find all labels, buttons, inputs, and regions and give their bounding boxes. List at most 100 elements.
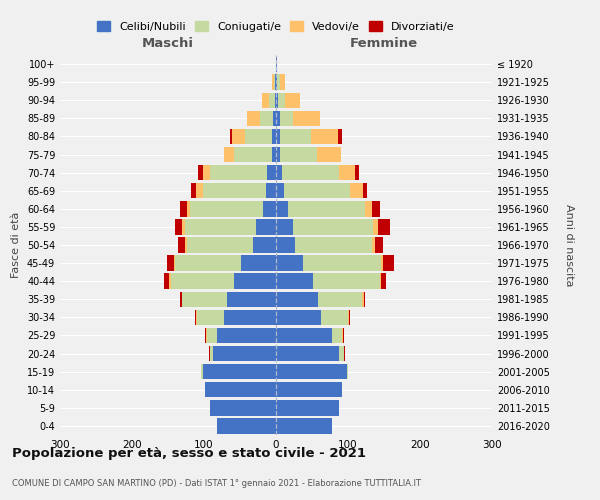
Bar: [180, 292, 182, 307]
Bar: [276, 256, 304, 271]
Bar: [212, 346, 276, 362]
Bar: [276, 328, 332, 343]
Bar: [260, 110, 273, 126]
Bar: [196, 183, 203, 198]
Bar: [275, 74, 276, 90]
Bar: [286, 92, 300, 108]
Bar: [263, 201, 276, 216]
Bar: [266, 183, 276, 198]
Bar: [304, 256, 381, 271]
Bar: [380, 274, 381, 289]
Bar: [343, 328, 344, 343]
Bar: [169, 274, 171, 289]
Bar: [276, 92, 278, 108]
Bar: [185, 238, 187, 252]
Bar: [276, 56, 277, 72]
Bar: [217, 328, 276, 343]
Bar: [171, 274, 234, 289]
Bar: [276, 400, 340, 415]
Bar: [196, 310, 197, 325]
Bar: [376, 238, 383, 252]
Bar: [383, 256, 394, 271]
Bar: [234, 274, 276, 289]
Bar: [210, 400, 276, 415]
Bar: [280, 128, 311, 144]
Bar: [275, 92, 276, 108]
Bar: [175, 219, 182, 234]
Bar: [241, 256, 276, 271]
Bar: [363, 183, 367, 198]
Bar: [191, 183, 196, 198]
Bar: [256, 219, 276, 234]
Bar: [266, 165, 276, 180]
Bar: [207, 328, 217, 343]
Bar: [338, 165, 355, 180]
Bar: [273, 110, 276, 126]
Bar: [174, 256, 175, 271]
Bar: [206, 328, 207, 343]
Bar: [320, 310, 348, 325]
Bar: [276, 310, 320, 325]
Bar: [311, 128, 338, 144]
Bar: [247, 110, 260, 126]
Bar: [182, 219, 185, 234]
Bar: [217, 418, 276, 434]
Bar: [280, 74, 286, 90]
Bar: [272, 147, 276, 162]
Bar: [349, 310, 350, 325]
Bar: [274, 74, 275, 90]
Text: Popolazione per età, sesso e stato civile - 2021: Popolazione per età, sesso e stato civil…: [12, 448, 366, 460]
Bar: [232, 128, 245, 144]
Bar: [276, 165, 283, 180]
Bar: [276, 238, 295, 252]
Bar: [178, 238, 185, 252]
Bar: [276, 183, 284, 198]
Bar: [293, 219, 373, 234]
Bar: [179, 201, 187, 216]
Bar: [276, 364, 347, 380]
Bar: [276, 219, 293, 234]
Bar: [362, 292, 364, 307]
Bar: [227, 292, 276, 307]
Bar: [276, 147, 280, 162]
Bar: [276, 74, 277, 90]
Bar: [224, 310, 276, 325]
Bar: [194, 310, 196, 325]
Bar: [338, 128, 341, 144]
Bar: [340, 346, 344, 362]
Bar: [277, 74, 280, 90]
Y-axis label: Anni di nascita: Anni di nascita: [563, 204, 574, 286]
Bar: [224, 147, 234, 162]
Bar: [175, 256, 241, 271]
Bar: [197, 165, 203, 180]
Bar: [203, 165, 211, 180]
Bar: [197, 310, 224, 325]
Bar: [317, 147, 341, 162]
Bar: [272, 74, 274, 90]
Bar: [201, 364, 203, 380]
Bar: [276, 128, 280, 144]
Bar: [347, 364, 348, 380]
Bar: [348, 310, 349, 325]
Bar: [364, 292, 365, 307]
Bar: [284, 183, 350, 198]
Y-axis label: Fasce di età: Fasce di età: [11, 212, 21, 278]
Bar: [167, 256, 174, 271]
Text: Femmine: Femmine: [350, 36, 418, 50]
Bar: [276, 418, 332, 434]
Bar: [276, 382, 342, 398]
Bar: [355, 165, 359, 180]
Bar: [276, 110, 280, 126]
Text: Maschi: Maschi: [142, 36, 194, 50]
Bar: [381, 256, 383, 271]
Bar: [342, 328, 343, 343]
Bar: [350, 183, 363, 198]
Bar: [269, 92, 275, 108]
Bar: [205, 382, 276, 398]
Bar: [373, 238, 376, 252]
Bar: [209, 346, 210, 362]
Bar: [203, 183, 266, 198]
Bar: [344, 346, 345, 362]
Bar: [276, 346, 340, 362]
Bar: [373, 219, 378, 234]
